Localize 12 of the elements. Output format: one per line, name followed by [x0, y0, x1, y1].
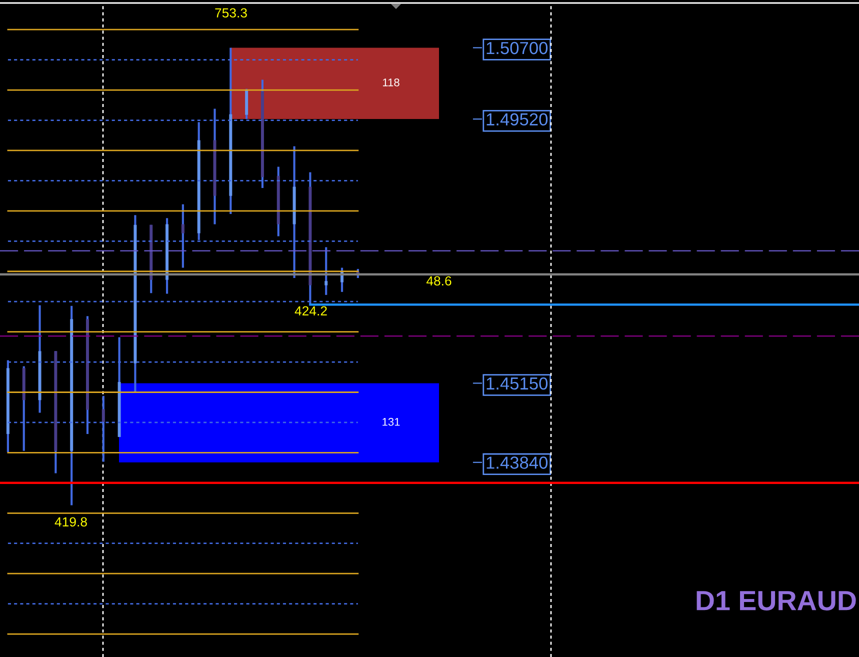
y-tick-label: 1.49520 — [486, 113, 548, 126]
annotation: 424.2 — [294, 306, 327, 316]
y-tick-label: 1.45150 — [486, 377, 548, 390]
annotation: 419.8 — [54, 517, 87, 527]
candlestick — [324, 246, 328, 296]
band-label: 131 — [382, 418, 400, 426]
y-tick-label: 1.50700 — [486, 42, 548, 54]
y-tick-label: 1.43840 — [486, 456, 548, 469]
text: D1 EURAUD — [696, 591, 856, 610]
band-label: 118 — [382, 78, 400, 86]
annotation: 48.6 — [426, 276, 452, 286]
annotation: 753.3 — [215, 8, 247, 18]
